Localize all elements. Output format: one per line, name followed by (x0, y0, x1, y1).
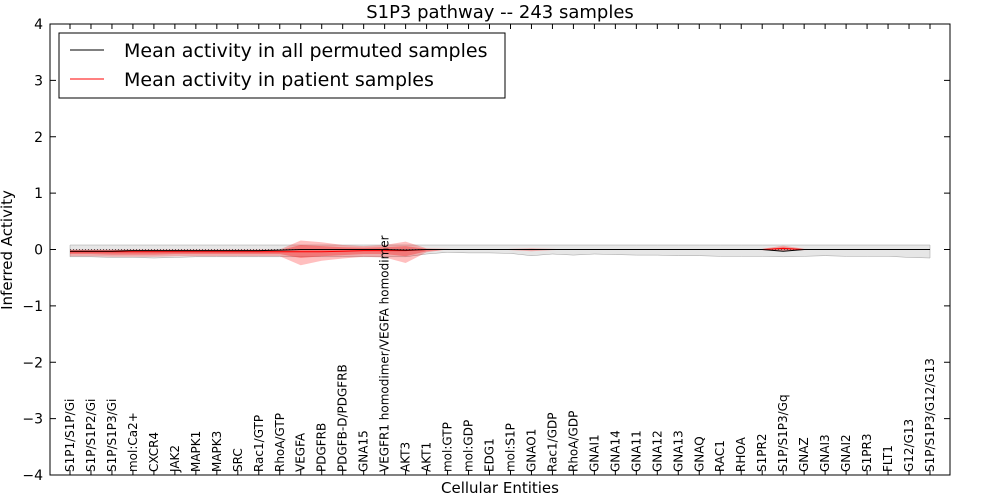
x-category-label: GNA14 (608, 430, 622, 472)
y-tick-label: 1 (34, 186, 43, 202)
x-category-label: RhoA/GDP (566, 411, 580, 472)
x-category-label: GNAQ (692, 436, 706, 472)
x-category-label: RAC1 (713, 440, 727, 472)
x-category-label: S1PR2 (755, 434, 769, 472)
x-category-label: JAK2 (168, 445, 182, 473)
x-category-label: mol:Ca2+ (126, 412, 140, 472)
x-category-label: G12/G13 (902, 419, 916, 472)
x-axis: S1P1/S1P/Gi S1P/S1P2/Gi S1P/S1P3/Gi mol:Ca2… (63, 24, 937, 475)
x-axis-title: Cellular Entities (441, 479, 559, 497)
x-category-label: GNA11 (629, 430, 643, 472)
x-category-label: MAPK1 (189, 431, 203, 472)
x-category-label: S1P1/S1P/Gi (63, 399, 77, 472)
patient-inner-band (70, 245, 930, 258)
x-category-label: S1P/S1P3/Gq (776, 394, 790, 472)
y-tick-label: 2 (34, 130, 43, 146)
x-category-label: GNAI3 (818, 434, 832, 472)
legend-box (58, 32, 506, 99)
y-tick-label: −2 (22, 355, 43, 371)
patient-outer-band (70, 240, 930, 266)
x-category-label: GNAI1 (587, 434, 601, 472)
x-category-label: GNA12 (650, 430, 664, 472)
x-category-label: CXCR4 (147, 432, 161, 472)
y-tick-label: 3 (34, 73, 43, 89)
x-category-label: mol:GDP (462, 420, 476, 472)
x-category-label: Rac1/GDP (545, 413, 559, 472)
x-category-label: Rac1/GTP (252, 415, 266, 472)
x-category-label: VEGFR1 homodimer/VEGFA homodimer (378, 235, 392, 472)
x-category-label: mol:S1P (503, 423, 517, 472)
x-category-label: mol:GTP (441, 422, 455, 472)
x-category-label: S1P/S1P3/G12/G13 (923, 358, 937, 472)
x-category-label: AKT1 (420, 442, 434, 472)
x-category-label: FLT1 (881, 445, 895, 472)
x-category-label: S1P/S1P2/Gi (84, 399, 98, 472)
y-tick-label: 4 (34, 17, 43, 33)
x-category-label: VEGFA (294, 432, 308, 472)
x-category-label: GNAI2 (839, 434, 853, 472)
legend-label-patient: Mean activity in patient samples (124, 69, 434, 91)
x-category-label: GNAZ (797, 437, 811, 472)
x-category-label: PDGFB-D/PDGFRB (336, 364, 350, 472)
plot-area (69, 240, 931, 266)
x-category-label: EDG1 (483, 438, 497, 472)
x-category-label: S1PR3 (860, 434, 874, 472)
y-axis-title: Inferred Activity (0, 190, 16, 310)
y-axis: 4 3 2 1 0 −1 −2 −3 −4 (22, 17, 950, 484)
legend: Mean activity in all permuted samples Me… (58, 32, 506, 99)
x-category-label: SRC (231, 448, 245, 472)
x-category-label: AKT3 (399, 442, 413, 472)
x-category-label: RhoA/GTP (273, 413, 287, 472)
x-category-label: PDGFRB (315, 423, 329, 472)
legend-label-permuted: Mean activity in all permuted samples (124, 40, 487, 62)
y-tick-label: −1 (22, 299, 43, 315)
y-tick-label: 0 (34, 243, 43, 259)
y-tick-label: −3 (22, 412, 43, 428)
permuted-band (69, 244, 931, 259)
permuted-mean-line (70, 249, 930, 252)
x-category-label: GNA13 (671, 430, 685, 472)
x-category-label: MAPK3 (210, 431, 224, 472)
y-tick-label: −4 (22, 468, 43, 484)
x-category-label: RHOA (734, 436, 748, 472)
x-category-label: GNA15 (357, 430, 371, 472)
x-category-label: GNAO1 (524, 429, 538, 472)
x-category-label: S1P/S1P3/Gi (105, 399, 119, 472)
chart-title: S1P3 pathway -- 243 samples (366, 2, 634, 23)
